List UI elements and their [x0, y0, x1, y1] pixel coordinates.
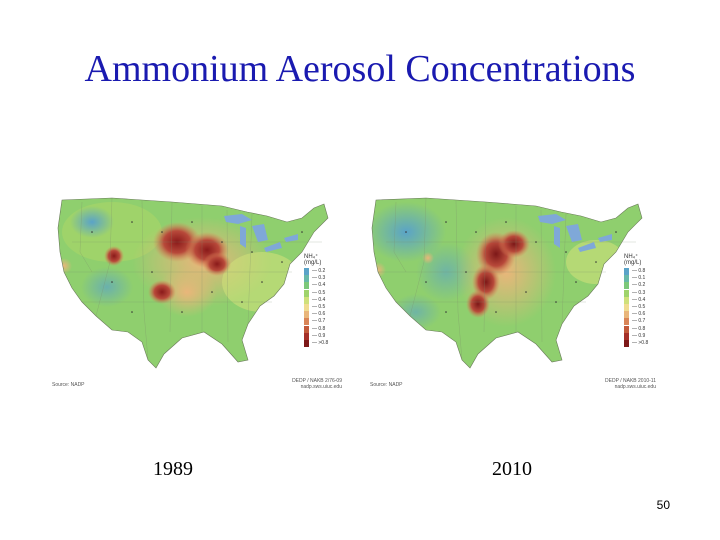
- legend-entry: — >0.8: [624, 340, 668, 347]
- legend-entry: — 0.7: [624, 318, 668, 326]
- legend-label: — 0.6: [312, 311, 326, 318]
- source-label-2010: Source: NADP: [370, 382, 403, 388]
- legend-entry: — 0.1: [624, 275, 668, 283]
- great-lakes-1989: [224, 214, 298, 252]
- legend-label: — 0.3: [632, 289, 646, 296]
- legend-rows-1989: — 0.2— 0.3— 0.4— 0.5— 0.4— 0.5— 0.6— 0.7…: [304, 268, 348, 347]
- legend-swatch: [624, 268, 629, 276]
- map-1989: NH₄⁺ (mg/L) — 0.2— 0.3— 0.4— 0.5— 0.4— 0…: [52, 192, 342, 400]
- legend-entry: — 0.3: [624, 290, 668, 297]
- legend-entry: — 0.5: [624, 303, 668, 312]
- legend-rows-2010: — 0.8— 0.1— 0.2— 0.3— 0.4— 0.5— 0.6— 0.7…: [624, 268, 668, 347]
- legend-swatch: [624, 339, 629, 347]
- monitoring-sites-2010: [405, 221, 617, 313]
- legend-label: — 0.4: [632, 296, 646, 303]
- legend-swatch: [624, 275, 629, 283]
- legend-label: — 0.5: [312, 303, 326, 310]
- legend-1989: NH₄⁺ (mg/L) — 0.2— 0.3— 0.4— 0.5— 0.4— 0…: [304, 254, 348, 347]
- legend-swatch: [304, 296, 309, 304]
- legend-entry: — 0.8: [624, 268, 668, 276]
- legend-swatch: [624, 332, 629, 340]
- legend-entry: — 0.4: [624, 297, 668, 304]
- legend-label: — 0.5: [312, 289, 326, 296]
- legend-entry: — 0.6: [624, 311, 668, 319]
- legend-entry: — 0.5: [304, 290, 348, 297]
- legend-entry: — 0.6: [304, 311, 348, 319]
- legend-entry: — 0.9: [624, 333, 668, 340]
- legend-label: — 0.4: [312, 296, 326, 303]
- credit-label-2010: DEDP / NAKB 2010-11 nadp.sws.uiuc.edu: [605, 378, 656, 390]
- legend-label: — 0.2: [632, 282, 646, 289]
- legend-label: — 0.8: [632, 268, 646, 274]
- legend-unit: NH₄⁺ (mg/L): [304, 254, 322, 266]
- legend-entry: — >0.8: [304, 340, 348, 347]
- legend-label: — 0.2: [312, 268, 326, 274]
- legend-swatch: [304, 304, 309, 312]
- legend-entry: — 0.2: [624, 282, 668, 290]
- legend-label: — >0.8: [632, 339, 649, 346]
- page-number: 50: [656, 498, 670, 512]
- source-label-1989: Source: NADP: [52, 382, 85, 388]
- legend-entry: — 0.8: [624, 326, 668, 333]
- credit-label-1989: DEDP / NAKB 2/76-09 nadp.sws.uiuc.edu: [292, 378, 342, 390]
- legend-label: — 0.5: [632, 303, 646, 310]
- us-map-2010: [371, 197, 643, 369]
- legend-swatch: [624, 304, 629, 312]
- legend-label: — 0.6: [632, 311, 646, 318]
- legend-swatch: [624, 289, 629, 297]
- legend-swatch: [304, 311, 309, 319]
- us-map-1989: [57, 197, 329, 369]
- slide-title: Ammonium Aerosol Concentrations: [84, 48, 636, 90]
- legend-swatch: [624, 325, 629, 333]
- legend-swatch: [304, 268, 309, 276]
- legend-entry: — 0.2: [304, 268, 348, 276]
- legend-entry: — 0.5: [304, 303, 348, 312]
- legend-entry: — 0.4: [304, 282, 348, 290]
- legend-swatch: [304, 289, 309, 297]
- legend-entry: — 0.7: [304, 318, 348, 326]
- legend-swatch: [624, 318, 629, 326]
- legend-entry: — 0.8: [304, 326, 348, 333]
- monitoring-sites-1989: [91, 221, 303, 313]
- legend-label: — 0.7: [312, 318, 326, 325]
- legend-swatch: [304, 282, 309, 290]
- year-label-2010: 2010: [492, 458, 532, 480]
- legend-swatch: [304, 325, 309, 333]
- legend-label: — 0.3: [312, 275, 326, 282]
- legend-label: — 0.8: [632, 325, 646, 332]
- legend-swatch: [304, 275, 309, 283]
- legend-label: — 0.9: [312, 332, 326, 339]
- year-label-1989: 1989: [153, 458, 193, 480]
- legend-swatch: [304, 339, 309, 347]
- legend-swatch: [624, 296, 629, 304]
- legend-swatch: [624, 282, 629, 290]
- legend-label: — 0.7: [632, 318, 646, 325]
- legend-label: — >0.8: [312, 339, 329, 346]
- legend-label: — 0.9: [632, 332, 646, 339]
- legend-entry: — 0.9: [304, 333, 348, 340]
- legend-swatch: [304, 318, 309, 326]
- legend-entry: — 0.4: [304, 297, 348, 304]
- map-2010: NH₄⁺ (mg/L) — 0.8— 0.1— 0.2— 0.3— 0.4— 0…: [366, 192, 656, 400]
- legend-swatch: [304, 332, 309, 340]
- legend-swatch: [624, 311, 629, 319]
- legend-label: — 0.8: [312, 325, 326, 332]
- legend-label: — 0.1: [632, 275, 646, 282]
- legend-entry: — 0.3: [304, 275, 348, 283]
- great-lakes-2010: [538, 214, 612, 252]
- legend-unit: NH₄⁺ (mg/L): [624, 254, 642, 266]
- legend-2010: NH₄⁺ (mg/L) — 0.8— 0.1— 0.2— 0.3— 0.4— 0…: [624, 254, 668, 347]
- legend-label: — 0.4: [312, 282, 326, 289]
